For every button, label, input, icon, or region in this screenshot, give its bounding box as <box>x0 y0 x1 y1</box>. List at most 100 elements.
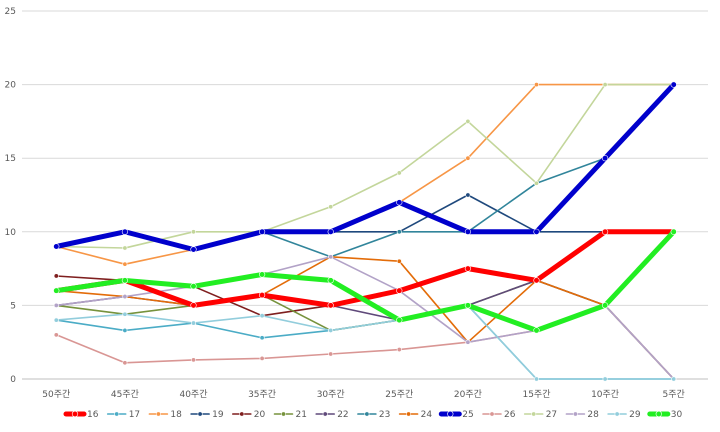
series-line-29 <box>55 304 675 380</box>
legend-marker <box>71 410 79 418</box>
data-point <box>328 204 334 210</box>
legend-label: 20 <box>254 410 266 420</box>
x-axis-ticks: 50주간 45주간 40주간 35주간 30주간 25주간 20주간 15주간 10주간 5주간 <box>42 389 685 400</box>
data-point <box>122 311 128 317</box>
series-16 <box>53 228 677 309</box>
data-point <box>53 243 60 250</box>
data-point <box>671 376 677 382</box>
legend-marker <box>197 411 203 417</box>
data-point <box>464 228 472 235</box>
legend-item-20: 20 <box>232 410 266 420</box>
legend-item-18: 18 <box>148 410 182 420</box>
legend-item-25: 25 <box>438 410 474 420</box>
legend-item-30: 30 <box>647 410 683 420</box>
series-line-23 <box>55 83 675 258</box>
data-point <box>190 302 197 309</box>
x-tick-label: 35주간 <box>248 389 276 400</box>
data-point <box>53 332 59 338</box>
legend-label: 26 <box>504 410 516 420</box>
legend-label: 17 <box>129 410 140 420</box>
y-tick-label: 25 <box>5 7 16 17</box>
y-axis-ticks: 0 5 10 15 20 25 <box>5 7 17 385</box>
x-tick-label: 20주간 <box>454 389 482 400</box>
x-tick-label: 50주간 <box>42 389 70 400</box>
data-point <box>327 277 334 284</box>
data-point <box>396 347 402 353</box>
data-point <box>190 283 197 290</box>
legend-label: 30 <box>671 410 683 420</box>
data-point <box>396 229 402 235</box>
data-point <box>328 351 334 357</box>
legend-marker <box>572 411 578 417</box>
x-tick-label: 15주간 <box>522 389 550 400</box>
data-point <box>122 327 128 333</box>
data-point <box>533 376 539 382</box>
legend: 16 17 18 19 20 21 22 23 24 25 26 27 28 29 30 <box>63 410 683 420</box>
legend-marker <box>531 411 537 417</box>
series-25 <box>53 81 677 253</box>
legend-marker <box>364 411 370 417</box>
series-line-25 <box>53 82 677 252</box>
y-tick-label: 0 <box>10 375 16 385</box>
legend-item-23: 23 <box>357 410 390 420</box>
legend-marker <box>614 411 620 417</box>
data-point <box>533 180 539 186</box>
data-point <box>327 302 334 309</box>
data-point <box>396 258 402 264</box>
data-point <box>327 228 334 235</box>
data-point <box>191 357 197 363</box>
data-point <box>601 302 609 309</box>
legend-label: 19 <box>212 410 224 420</box>
legend-marker <box>155 411 161 417</box>
data-point <box>670 81 677 88</box>
data-point <box>396 170 402 176</box>
data-point <box>259 228 266 235</box>
data-point <box>533 327 540 334</box>
y-tick-label: 20 <box>5 81 17 91</box>
data-point <box>53 302 59 308</box>
data-point <box>259 313 265 319</box>
data-point <box>259 271 266 278</box>
legend-marker <box>406 411 412 417</box>
data-point <box>122 360 128 366</box>
legend-label: 29 <box>629 410 641 420</box>
x-tick-label: 30주간 <box>317 389 345 400</box>
data-point <box>190 246 197 253</box>
series-lines <box>53 81 677 382</box>
legend-item-26: 26 <box>482 410 516 420</box>
legend-marker <box>447 410 454 418</box>
data-point <box>465 192 471 198</box>
data-point <box>465 118 471 124</box>
legend-item-17: 17 <box>106 410 140 420</box>
data-point <box>396 287 403 294</box>
legend-item-24: 24 <box>398 410 433 420</box>
data-point <box>53 273 59 279</box>
data-point <box>122 294 128 300</box>
series-line-24 <box>55 231 675 344</box>
legend-item-16: 16 <box>63 410 99 420</box>
legend-item-28: 28 <box>565 410 599 420</box>
legend-item-22: 22 <box>315 410 349 420</box>
legend-label: 25 <box>462 410 473 420</box>
data-point <box>396 317 403 324</box>
data-point <box>464 302 472 309</box>
legend-label: 24 <box>421 410 433 420</box>
series-line-22 <box>55 279 675 380</box>
legend-label: 27 <box>546 410 557 420</box>
y-tick-label: 5 <box>10 301 16 311</box>
data-point <box>259 355 265 361</box>
data-point <box>122 245 128 251</box>
x-tick-label: 5주간 <box>663 389 685 400</box>
x-tick-label: 25주간 <box>385 389 413 400</box>
data-point <box>602 376 608 382</box>
data-point <box>602 82 608 88</box>
legend-marker <box>239 411 245 417</box>
data-point <box>601 155 609 162</box>
data-point <box>53 317 59 323</box>
legend-marker <box>114 411 120 417</box>
legend-marker <box>489 411 495 417</box>
legend-item-29: 29 <box>607 410 641 420</box>
legend-marker <box>322 411 328 417</box>
data-point <box>533 228 540 235</box>
